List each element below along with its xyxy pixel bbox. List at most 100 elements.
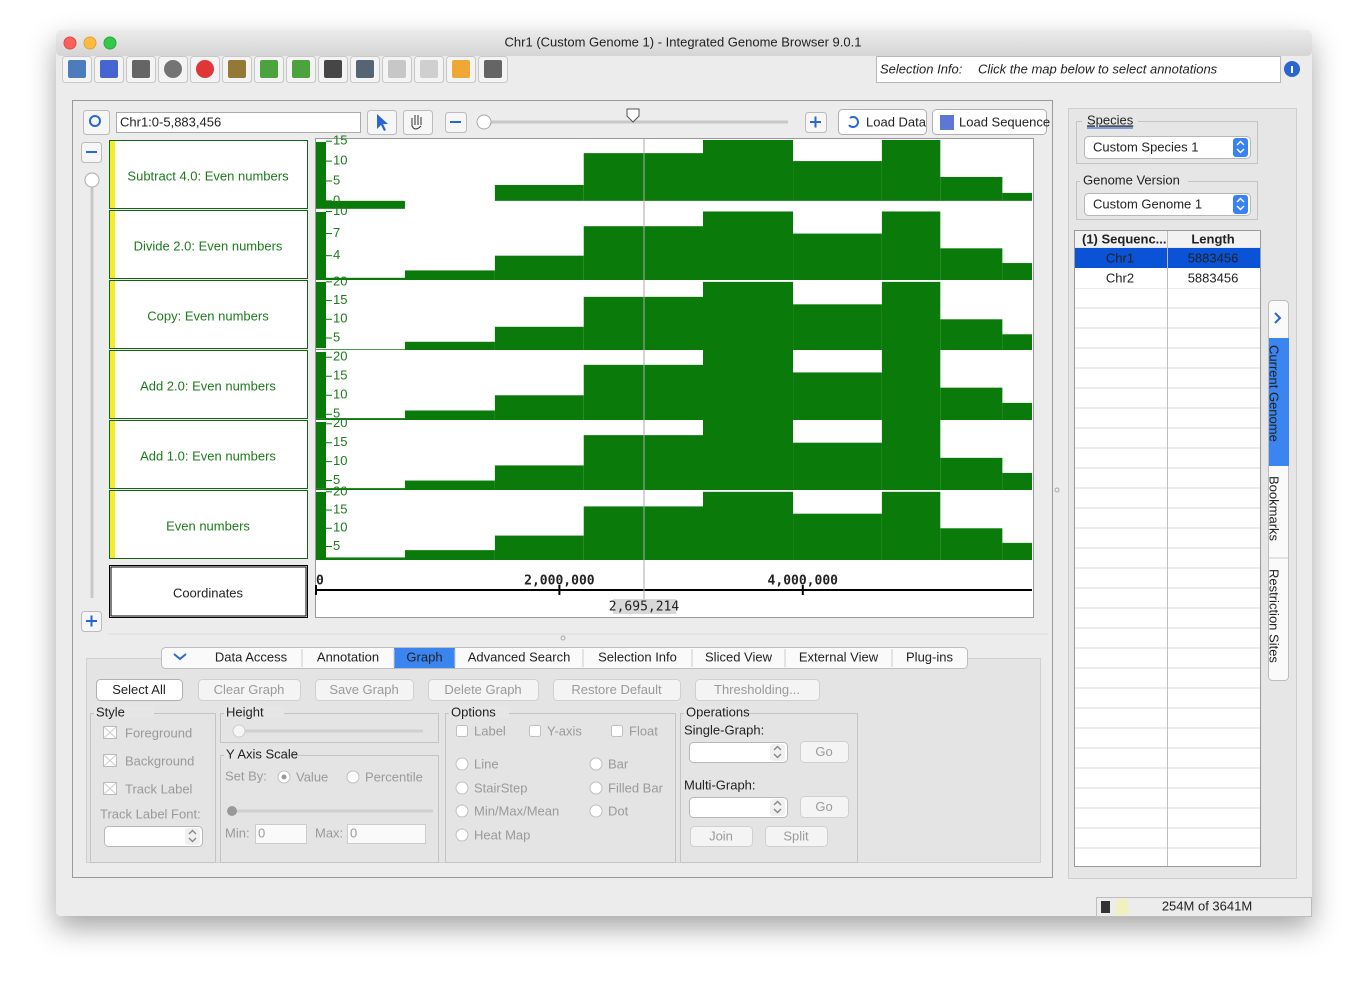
vzoom-thumb[interactable] xyxy=(84,172,100,188)
tab-active[interactable] xyxy=(394,648,455,668)
graph-bar xyxy=(702,211,794,280)
y-tick-label: 10 xyxy=(333,387,347,402)
button-label: Split xyxy=(783,828,809,843)
button-label: Thresholding... xyxy=(714,682,800,697)
track-label-box[interactable] xyxy=(109,350,308,419)
dropdown-arrow xyxy=(1233,138,1248,157)
y-tick-label: 10 xyxy=(333,453,347,468)
track-label-box[interactable] xyxy=(109,490,308,559)
radio[interactable] xyxy=(589,757,603,771)
radio[interactable] xyxy=(455,804,469,818)
button[interactable] xyxy=(315,679,414,701)
close-button[interactable] xyxy=(63,36,77,50)
group-title: Style xyxy=(96,704,125,719)
button-label: Join xyxy=(709,828,733,843)
track-label: Subtract 4.0: Even numbers xyxy=(127,168,289,183)
panel-grip xyxy=(1054,487,1060,493)
dropdown-arrow xyxy=(185,828,200,845)
button[interactable] xyxy=(428,679,539,701)
button[interactable] xyxy=(800,741,849,763)
location-field[interactable] xyxy=(116,112,361,133)
side-tab-label: Current Genome xyxy=(1267,345,1282,442)
radio[interactable] xyxy=(455,828,469,842)
track-label-stripe xyxy=(110,281,115,348)
checkbox[interactable] xyxy=(456,725,468,737)
graph-bar xyxy=(404,270,495,280)
radio-label: Line xyxy=(474,756,499,771)
checkbox[interactable] xyxy=(611,725,623,737)
y-tick-label: 5 xyxy=(333,406,340,421)
radio[interactable] xyxy=(589,781,603,795)
toolbar-icon xyxy=(196,60,214,78)
dropdown[interactable] xyxy=(1084,136,1251,159)
radio-label: Percentile xyxy=(365,769,423,784)
load-sequence-label: Load Sequence xyxy=(959,114,1050,129)
minimize-button[interactable] xyxy=(83,36,97,50)
search-button[interactable] xyxy=(83,110,110,135)
title-bar xyxy=(56,30,1312,56)
graph-bar xyxy=(583,226,703,280)
radio[interactable] xyxy=(455,757,469,771)
tab-menu-chevron[interactable] xyxy=(173,653,187,661)
scale-thumb[interactable] xyxy=(227,806,237,816)
button[interactable] xyxy=(765,826,828,847)
button[interactable] xyxy=(690,826,753,847)
side-tab-active[interactable] xyxy=(1269,338,1289,466)
height-thumb[interactable] xyxy=(232,724,246,738)
button[interactable] xyxy=(695,679,820,701)
graph-bar xyxy=(702,281,794,350)
tab-label: Sliced View xyxy=(705,649,773,664)
dropdown[interactable] xyxy=(689,742,788,763)
memory-label: 254M of 3641M xyxy=(1162,898,1252,913)
checkbox[interactable] xyxy=(529,725,541,737)
min-value: 0 xyxy=(258,825,265,840)
dropdown[interactable] xyxy=(1084,193,1251,216)
zoom-slider-thumb[interactable] xyxy=(626,108,640,123)
track-axis-bar xyxy=(316,492,326,558)
table-cell: 5883456 xyxy=(1188,270,1239,285)
button[interactable] xyxy=(800,796,849,818)
track-label-stripe xyxy=(110,491,115,558)
y-tick-label: 15 xyxy=(333,501,347,516)
trash-icon[interactable] xyxy=(1101,901,1110,913)
toolbar-icon xyxy=(452,60,470,78)
graph-bar xyxy=(1002,334,1032,350)
graph-bar xyxy=(494,255,584,280)
dropdown[interactable] xyxy=(689,797,788,818)
y-tick-label: 15 xyxy=(333,292,347,307)
button[interactable] xyxy=(553,679,681,701)
dropdown-chevrons xyxy=(1236,140,1245,154)
side-expand[interactable] xyxy=(1274,312,1282,324)
graph-bar xyxy=(881,491,941,560)
track-label-box[interactable] xyxy=(109,140,308,209)
track-label-box[interactable] xyxy=(109,280,308,349)
radio[interactable] xyxy=(589,804,603,818)
zoom-slider-start[interactable] xyxy=(476,114,492,130)
radio[interactable] xyxy=(346,770,360,784)
track-label-box[interactable] xyxy=(109,420,308,489)
button[interactable] xyxy=(96,679,183,701)
min-field[interactable] xyxy=(255,824,307,844)
zoom-button[interactable] xyxy=(103,36,117,50)
max-field[interactable] xyxy=(347,824,426,844)
toolbar-icon xyxy=(68,60,86,78)
vminus-icon xyxy=(86,151,97,153)
tab-label: Plug-ins xyxy=(906,649,953,664)
dropdown[interactable] xyxy=(104,826,203,847)
track-label-box[interactable] xyxy=(109,210,308,279)
memory-bar xyxy=(1116,899,1128,915)
graph-bar xyxy=(793,372,882,420)
info-icon-glyph xyxy=(1291,66,1293,73)
load-data-button[interactable] xyxy=(838,109,927,135)
cursor-label-bg xyxy=(612,599,676,614)
y-tick-label: 5 xyxy=(333,538,340,553)
radio[interactable] xyxy=(455,781,469,795)
button[interactable] xyxy=(198,679,301,701)
genome-version-label: Genome Version xyxy=(1083,172,1180,187)
group-box xyxy=(680,713,858,863)
column-header: (1) Sequenc... xyxy=(1082,231,1167,246)
load-sequence-button[interactable] xyxy=(932,109,1047,135)
single-graph-label: Single-Graph: xyxy=(684,722,764,737)
selection-info-box xyxy=(876,56,1281,83)
